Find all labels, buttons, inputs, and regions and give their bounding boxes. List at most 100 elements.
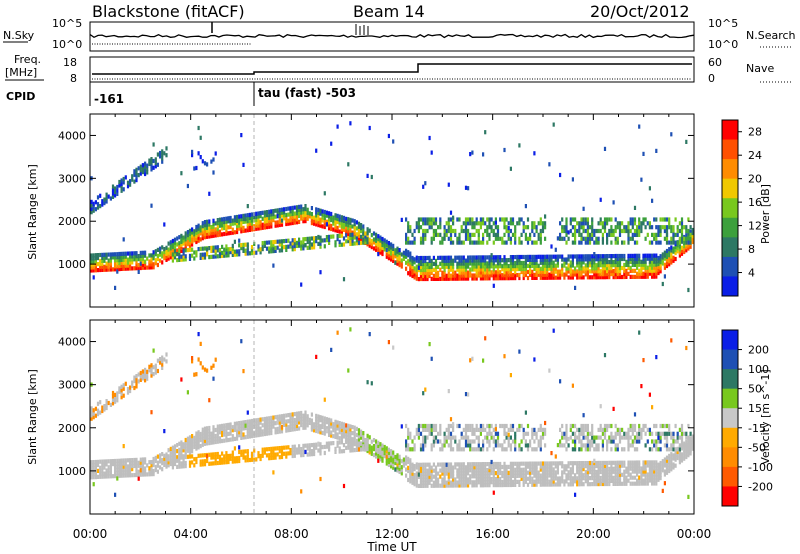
velocity-cell	[499, 467, 502, 473]
velocity-cell	[529, 467, 532, 472]
power-cell	[563, 257, 566, 262]
power-cell	[216, 221, 219, 226]
velocity-cell	[317, 417, 320, 422]
power-cell	[353, 222, 356, 227]
power-cell	[210, 234, 213, 239]
velocity-cell	[242, 435, 245, 440]
power-cell	[231, 249, 234, 254]
velocity-cell	[347, 445, 350, 450]
power-cell	[439, 240, 442, 245]
velocity-cell	[531, 464, 534, 469]
power-cell	[616, 253, 619, 259]
power-cell	[434, 221, 438, 226]
power-cell	[99, 267, 102, 273]
velocity-cell	[574, 423, 577, 429]
velocity-cell	[407, 435, 410, 440]
velocity-cell	[501, 473, 504, 479]
velocity-cell	[321, 421, 324, 426]
power-cell	[464, 267, 468, 272]
power-cell	[644, 268, 647, 273]
velocity-cell	[627, 463, 630, 468]
velocity-cell	[387, 447, 390, 452]
velocity-cell	[584, 464, 587, 469]
power-cell	[633, 205, 637, 210]
power-cell	[396, 258, 399, 263]
power-cell	[454, 232, 457, 237]
velocity-cell	[606, 463, 609, 468]
velocity-cell	[514, 473, 517, 478]
velocity-cell	[105, 471, 108, 476]
velocity-cell	[199, 431, 202, 437]
power-cell	[342, 221, 346, 226]
velocity-cell	[370, 448, 373, 453]
velocity-cell	[319, 424, 322, 429]
velocity-cell	[229, 425, 232, 430]
power-cell	[114, 186, 117, 191]
velocity-cell	[430, 431, 433, 436]
power-cell	[118, 254, 121, 260]
velocity-cell	[469, 358, 472, 363]
velocity-cell	[584, 423, 587, 429]
velocity-cell	[233, 456, 236, 461]
velocity-cell	[614, 460, 617, 465]
velocity-cell	[467, 483, 470, 488]
power-cell	[668, 247, 671, 252]
velocity-cell	[625, 469, 628, 474]
power-cell	[559, 232, 562, 237]
power-cell	[242, 228, 245, 233]
power-cell	[345, 216, 348, 221]
power-cell	[338, 214, 341, 219]
power-cell	[580, 263, 583, 268]
velocity-cell	[505, 476, 508, 482]
power-cell	[443, 273, 446, 278]
velocity-cell	[250, 431, 254, 436]
velocity-cell	[419, 431, 423, 436]
velocity-cell	[610, 447, 613, 452]
power-cell	[482, 221, 485, 226]
power-cell	[114, 255, 117, 260]
velocity-cell	[464, 439, 468, 444]
velocity-cell	[199, 462, 202, 467]
velocity-cell	[593, 439, 596, 444]
power-cell	[674, 250, 677, 256]
power-cell	[280, 239, 284, 244]
velocity-cell	[439, 462, 442, 467]
power-cell	[304, 204, 307, 209]
power-cell	[336, 124, 339, 129]
velocity-cell	[603, 431, 607, 436]
power-cell	[193, 229, 196, 234]
power-cell	[171, 247, 174, 253]
power-cell	[223, 250, 226, 255]
velocity-cell	[591, 423, 594, 429]
power-cell	[544, 221, 547, 226]
velocity-cell	[193, 435, 196, 440]
power-cell	[452, 270, 455, 275]
power-cell	[434, 261, 438, 266]
power-cell	[167, 250, 170, 255]
velocity-cell	[616, 472, 619, 477]
velocity-cell	[475, 447, 478, 452]
velocity-cell	[447, 465, 450, 470]
velocity-cell	[612, 460, 615, 465]
velocity-cell	[597, 463, 600, 469]
velocity-cell	[533, 357, 536, 362]
power-cell	[518, 263, 521, 269]
velocity-cell	[293, 412, 296, 417]
power-cell	[274, 220, 277, 225]
power-cell	[422, 228, 425, 234]
velocity-cell	[415, 471, 418, 476]
velocity-cell	[197, 445, 200, 450]
power-cell	[319, 217, 322, 222]
power-cell	[477, 232, 480, 237]
power-cell	[306, 216, 309, 221]
power-cell	[606, 232, 609, 237]
velocity-cell	[236, 436, 239, 441]
velocity-cell	[319, 448, 322, 453]
power-cell	[544, 236, 547, 241]
velocity-cell	[462, 477, 465, 482]
velocity-cell	[261, 417, 264, 422]
power-cell	[347, 223, 350, 228]
power-cell	[315, 239, 318, 244]
velocity-cell	[471, 480, 474, 485]
power-cell	[274, 214, 277, 219]
